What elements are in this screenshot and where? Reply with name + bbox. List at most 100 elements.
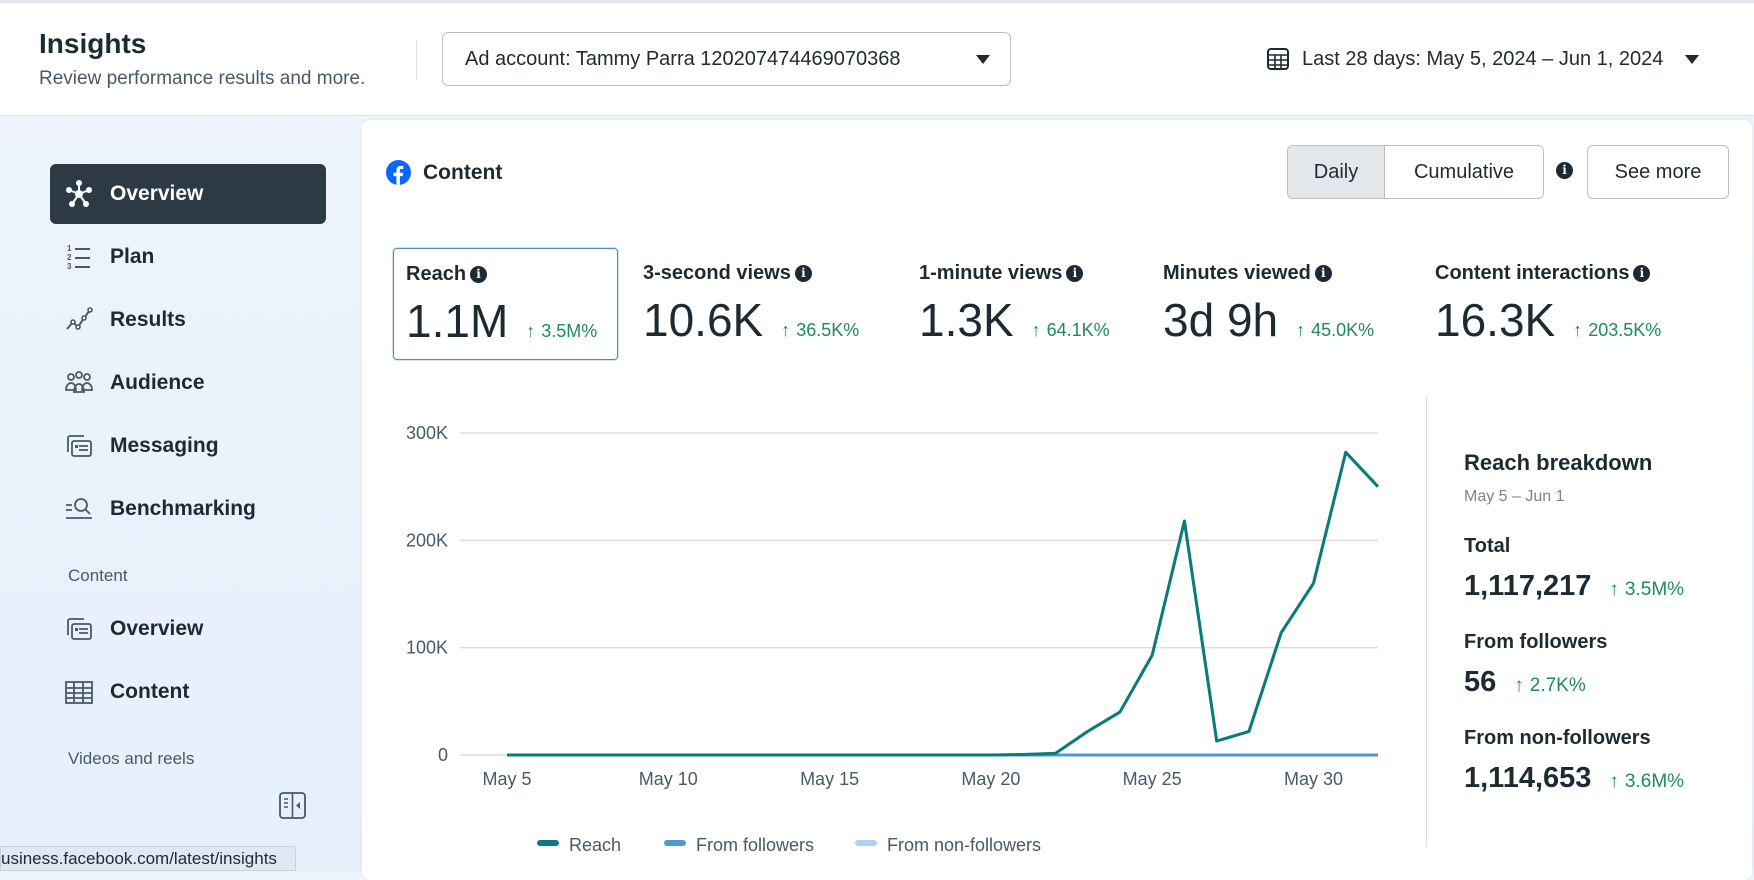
date-range-label: Last 28 days: May 5, 2024 – Jun 1, 2024 [1302,47,1664,70]
metric-value: 1.3K [919,294,1014,346]
y-tick-label: 100K [406,638,448,658]
sidebar-item-label: Messaging [110,434,219,457]
sidebar-item-content[interactable]: Content [50,662,326,722]
legend-label: Reach [569,835,621,855]
numbered-list-icon: 123 [67,244,90,271]
y-tick-label: 200K [406,530,448,550]
legend-label: From followers [696,835,814,855]
messaging-icon [67,618,92,640]
date-range-picker[interactable]: Last 28 days: May 5, 2024 – Jun 1, 2024 [1266,44,1700,74]
svg-text:1: 1 [67,244,72,253]
reach-line-chart: 0 100K 200K 300K May 5 May 10 May 15 May 20 May … [406,423,1380,855]
ad-account-label: Ad account: Tammy Parra 1202074744690703… [465,47,901,70]
x-tick-label: May 20 [961,769,1020,789]
sidebar-item-results[interactable]: Results [50,290,326,350]
metric-delta: 203.5K% [1588,320,1662,340]
status-bar-url: usiness.facebook.com/latest/insights [0,846,296,871]
metric-content-interactions[interactable]: Content interactions i 16.3K ↑ 203.5K% [1423,248,1673,360]
collapse-sidebar-icon[interactable] [279,792,306,819]
info-icon[interactable]: i [1556,162,1573,179]
page-header [0,0,1754,116]
metric-3-second-views[interactable]: 3-second views i 10.6K ↑ 36.5K% [631,248,871,360]
metric-reach[interactable]: Reach i 1.1M ↑ 3.5M% [393,248,618,360]
breakdown-delta: 3.6M% [1624,771,1685,792]
daily-cumulative-toggle: Daily Cumulative [1287,145,1544,199]
breakdown-label: Total [1464,535,1511,557]
arrow-up-icon: ↑ [1573,320,1583,340]
ad-account-dropdown[interactable]: Ad account: Tammy Parra 1202074744690703… [442,32,1011,86]
sidebar-item-label: Results [110,308,186,331]
svg-text:2: 2 [67,253,72,262]
metric-value: 16.3K [1435,294,1556,346]
legend-swatch [537,840,559,846]
info-icon[interactable]: i [794,265,812,283]
metric-label: 1-minute views [919,262,1063,284]
arrow-up-icon: ↑ [526,321,536,341]
breakdown-delta: 2.7K% [1529,675,1586,696]
sidebar-item-content-overview[interactable]: Overview [50,599,326,659]
metric-delta: 45.0K% [1311,320,1375,340]
calendar-icon [1267,48,1289,70]
arrow-up-icon: ↑ [1031,320,1041,340]
x-tick-label: May 10 [639,769,698,789]
metric-1-minute-views[interactable]: 1-minute views i 1.3K ↑ 64.1K% [907,248,1122,360]
sidebar-item-audience[interactable]: Audience [50,353,326,413]
metric-value: 10.6K [643,294,764,346]
facebook-icon [386,160,411,185]
arrow-up-icon: ↑ [1296,320,1306,340]
info-icon[interactable]: i [1633,265,1651,283]
metric-label: Minutes viewed [1163,262,1311,284]
caret-down-icon [1685,54,1700,64]
breakdown-total: 1,117,217 ↑ 3.5M% [1464,570,1684,603]
sidebar-item-label: Overview [110,182,204,205]
breakdown-range: May 5 – Jun 1 [1464,488,1565,505]
metric-delta: 64.1K% [1046,320,1110,340]
breakdown-value: 1,117,217 [1464,570,1592,602]
info-icon[interactable]: i [1314,265,1332,283]
metric-value: 1.1M [406,295,509,347]
legend-label: From non-followers [887,835,1041,855]
arrow-up-icon: ↑ [1514,675,1524,696]
people-icon [65,371,93,393]
x-tick-label: May 25 [1123,769,1182,789]
legend-swatch [664,840,686,846]
x-tick-label: May 5 [482,769,531,789]
breakdown-label: From non-followers [1464,727,1651,749]
sidebar-item-label: Benchmarking [110,497,256,520]
see-more-button[interactable]: See more [1587,145,1729,199]
messaging-icon [67,435,92,457]
sidebar-item-overview[interactable]: Overview [50,164,326,224]
sidebar-item-benchmarking[interactable]: Benchmarking [50,479,326,539]
x-tick-label: May 30 [1284,769,1343,789]
arrow-up-icon: ↑ [1609,771,1619,792]
info-icon[interactable]: i [1066,265,1084,283]
daily-toggle-button[interactable]: Daily [1288,146,1385,198]
content-header: Content [386,160,502,185]
breakdown-non-followers: 1,114,653 ↑ 3.6M% [1464,762,1684,795]
content-title: Content [423,160,503,184]
breakdown-delta: 3.5M% [1624,579,1685,600]
overview-icon [66,180,92,207]
y-tick-label: 300K [406,423,448,443]
header-divider [416,40,417,80]
arrow-up-icon: ↑ [1609,579,1619,600]
metric-minutes-viewed[interactable]: Minutes viewed i 3d 9h ↑ 45.0K% [1151,248,1386,360]
sidebar-section-content: Content [68,566,128,585]
sidebar-section-videos: Videos and reels [68,749,195,768]
info-icon[interactable]: i [470,266,488,284]
caret-down-icon [976,55,990,64]
sidebar-item-messaging[interactable]: Messaging [50,416,326,476]
svg-text:3: 3 [67,262,72,271]
series-line-reach [507,450,1380,757]
breakdown-divider [1426,397,1427,847]
breakdown-label: From followers [1464,631,1608,653]
breakdown-title: Reach breakdown [1464,450,1653,475]
legend-swatch [855,840,877,846]
cumulative-toggle-button[interactable]: Cumulative [1413,160,1515,183]
page-title: Insights [39,28,147,59]
y-tick-label: 0 [438,745,448,765]
breakdown-value: 56 [1464,666,1497,698]
table-icon [65,681,93,704]
trend-line-icon [66,307,93,330]
